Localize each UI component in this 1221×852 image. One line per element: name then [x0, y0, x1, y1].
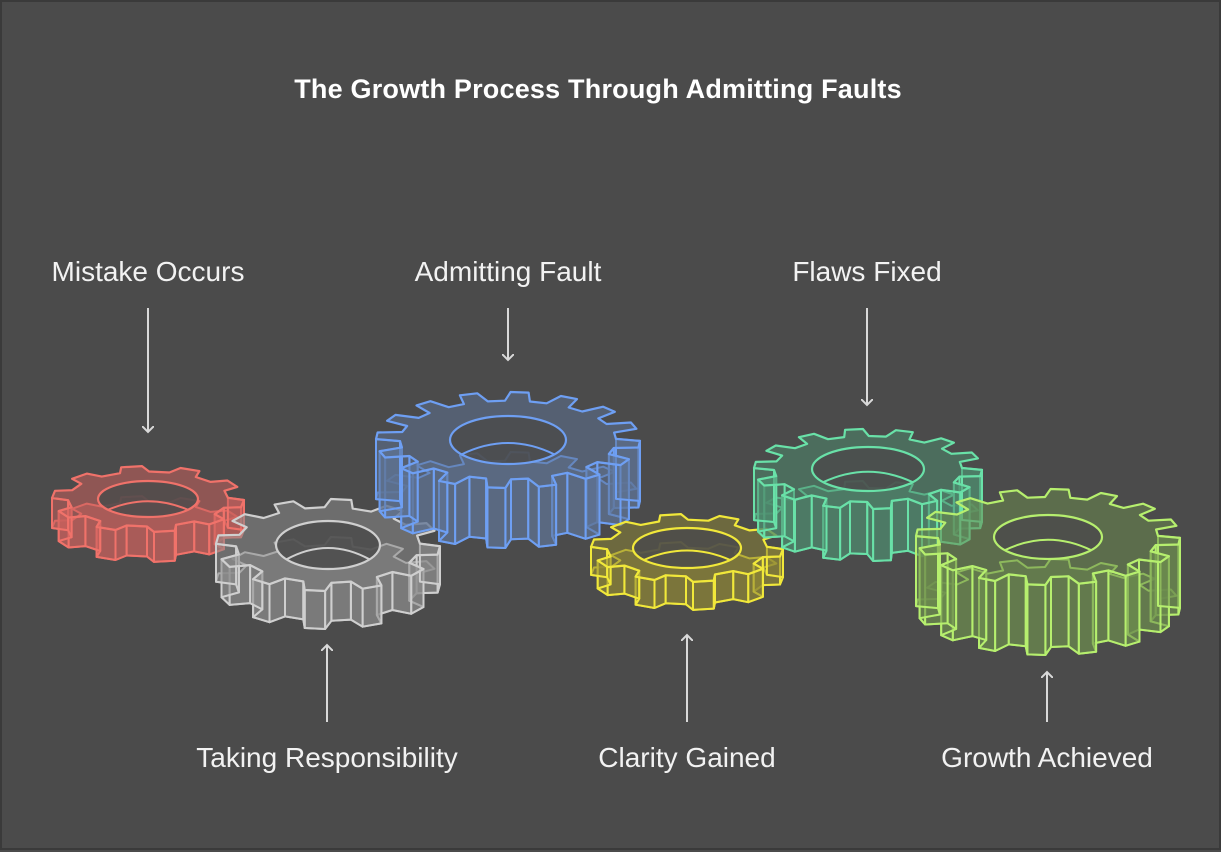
gear-growth-achieved-side-wall	[1067, 575, 1080, 655]
gear-clarity-gained-side-wall	[664, 574, 687, 606]
gear-taking-responsibility-hole-rim	[285, 547, 371, 561]
gear-admitting-fault-hole	[448, 414, 568, 466]
gear-flaws-fixed-side-wall	[839, 500, 851, 561]
gear-mistake-occurs-side-wall	[193, 520, 211, 556]
label-admitting-fault: Admitting Fault	[414, 256, 602, 287]
gear-admitting-fault-side-wall	[510, 477, 530, 541]
gear-admitting-fault	[374, 390, 642, 549]
gear-growth-achieved-side-wall	[994, 573, 1010, 652]
gear-growth-achieved-side-wall	[1026, 583, 1047, 656]
gear-flaws-fixed-side-wall	[872, 507, 892, 562]
gear-clarity-gained-side-wall	[714, 570, 735, 604]
gear-flaws-fixed-hole-rim	[822, 470, 914, 484]
gear-clarity-gained-side-wall	[692, 579, 715, 611]
gear-growth-achieved-side-wall	[1107, 569, 1127, 647]
gear-growth-achieved-side-wall	[1157, 534, 1181, 609]
gear-flaws-fixed-hole	[810, 445, 926, 493]
gear-growth-achieved-side-wall	[1007, 573, 1027, 648]
gear-taking-responsibility-side-wall	[391, 571, 413, 615]
gear-mistake-occurs-hole	[96, 479, 200, 519]
gear-growth-achieved-hole-rim	[1004, 538, 1092, 552]
label-taking-responsibility: Taking Responsibility	[196, 742, 458, 773]
diagram-title: The Growth Process Through Admitting Fau…	[294, 74, 902, 104]
gear-taking-responsibility-hole	[274, 519, 382, 571]
gear-admitting-fault-side-wall	[454, 475, 471, 545]
gear-mistake-occurs-side-wall	[175, 520, 196, 556]
gear-taking-responsibility-side-wall	[284, 577, 305, 621]
gear-taking-responsibility-side-wall	[330, 580, 352, 622]
gear-growth-achieved	[914, 487, 1182, 656]
gear-taking-responsibility	[214, 497, 442, 630]
gear-admitting-fault-side-wall	[566, 471, 587, 540]
gear-taking-responsibility-side-wall	[361, 584, 383, 628]
label-growth-achieved: Growth Achieved	[941, 742, 1153, 773]
gear-mistake-occurs-side-wall	[125, 524, 148, 558]
gear-clarity-gained-hole	[631, 526, 743, 570]
label-clarity-gained: Clarity Gained	[598, 742, 776, 773]
gear-growth-achieved-side-wall	[1050, 575, 1070, 648]
gear-clarity-gained	[589, 512, 785, 611]
gear-mistake-occurs-side-wall	[114, 524, 128, 561]
label-mistake-occurs: Mistake Occurs	[51, 256, 245, 287]
gear-clarity-gained-side-wall	[732, 570, 750, 604]
gear-taking-responsibility-side-wall	[303, 589, 327, 630]
gear-taking-responsibility-side-wall	[268, 577, 286, 624]
gear-growth-achieved-side-wall	[1124, 570, 1141, 647]
gear-mistake-occurs-hole-rim	[107, 500, 189, 511]
gear-flaws-fixed-side-wall	[890, 497, 909, 554]
gear-admitting-fault-hole-rim	[461, 442, 555, 456]
gear-flaws-fixed-side-wall	[793, 494, 813, 553]
gear-admitting-fault-side-wall	[537, 483, 558, 548]
gear-admitting-fault-side-wall	[468, 475, 488, 540]
gear-growth-achieved-hole	[992, 513, 1104, 561]
gear-admitting-fault-side-wall	[584, 473, 601, 540]
gear-admitting-fault-side-wall	[527, 477, 540, 548]
gear-mistake-occurs-side-wall	[153, 529, 176, 563]
label-flaws-fixed: Flaws Fixed	[792, 256, 942, 287]
gear-admitting-fault-side-wall	[486, 486, 507, 549]
gear-growth-achieved-side-wall	[1077, 580, 1098, 655]
gear-flaws-fixed-side-wall	[849, 500, 869, 555]
gear-clarity-gained-hole-rim	[643, 549, 731, 561]
